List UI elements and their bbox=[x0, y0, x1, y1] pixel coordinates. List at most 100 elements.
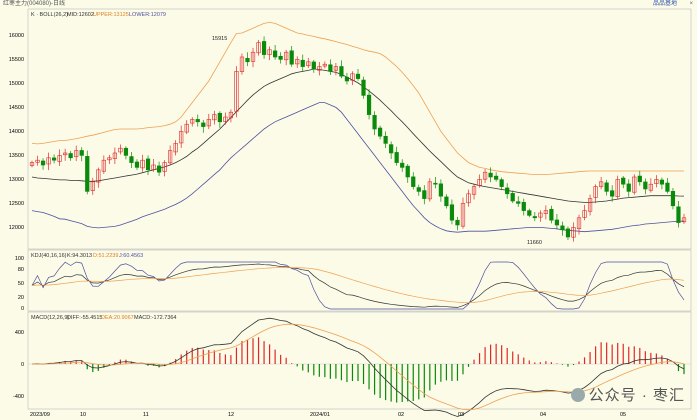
candle-body bbox=[289, 50, 294, 65]
low-annotation: 11660 bbox=[527, 240, 542, 246]
paw-icon bbox=[570, 388, 585, 402]
candle-body bbox=[637, 175, 642, 183]
right-link[interactable]: 品品基地 bbox=[652, 1, 677, 7]
candle-body bbox=[201, 122, 206, 127]
candle-body bbox=[604, 182, 609, 192]
candle-body bbox=[521, 201, 526, 211]
y-tick-15500: 15500 bbox=[9, 57, 24, 63]
candle-body bbox=[681, 217, 687, 223]
x-label-02: 02 bbox=[398, 412, 404, 418]
candle-body bbox=[444, 196, 449, 207]
candle-body bbox=[654, 179, 659, 184]
candle-body bbox=[333, 66, 338, 71]
candle-body bbox=[632, 176, 637, 193]
close-icon[interactable]: × bbox=[689, 1, 693, 7]
x-label-10: 10 bbox=[80, 412, 86, 418]
candle-body bbox=[278, 55, 283, 60]
candle-body bbox=[427, 181, 432, 200]
candle-body bbox=[626, 183, 631, 192]
candle-body bbox=[416, 187, 421, 192]
x-label-11: 11 bbox=[143, 412, 149, 418]
candle-body bbox=[648, 183, 653, 191]
candle-body bbox=[68, 153, 73, 159]
macd-tick--400: -400 bbox=[13, 394, 24, 400]
macd-tick-400: 400 bbox=[15, 330, 24, 336]
kdj-d-line bbox=[31, 267, 685, 304]
candle-body bbox=[217, 112, 222, 123]
y-tick-12500: 12500 bbox=[9, 201, 24, 207]
high-annotation: 15915 bbox=[212, 36, 227, 42]
candle-body bbox=[471, 186, 477, 195]
boll-legend-lower: LOWER:12079 bbox=[129, 12, 166, 18]
x-label-04: 04 bbox=[540, 412, 546, 418]
candle-body bbox=[527, 210, 532, 216]
candlesticks bbox=[29, 36, 687, 242]
candle-body bbox=[477, 179, 482, 186]
candle-body bbox=[140, 159, 145, 169]
kdj-legend-k: K:94.3013 bbox=[67, 253, 92, 259]
candle-body bbox=[118, 147, 123, 153]
candle-body bbox=[239, 56, 245, 72]
y-tick-13000: 13000 bbox=[9, 177, 24, 183]
watermark: 公众号 · 枣汇 bbox=[570, 384, 685, 405]
boll-legend-upper: UPPER:13125 bbox=[93, 12, 129, 18]
candle-body bbox=[571, 227, 576, 238]
candle-body bbox=[455, 219, 460, 226]
candle-body bbox=[90, 181, 95, 191]
candle-body bbox=[400, 162, 405, 168]
candle-body bbox=[295, 59, 300, 65]
macd-legend-macd: MACD:-172.7364 bbox=[134, 315, 177, 321]
candle-body bbox=[516, 201, 521, 204]
candle-body bbox=[587, 198, 593, 212]
y-tick-12000: 12000 bbox=[9, 225, 24, 231]
candle-body bbox=[576, 217, 582, 229]
candle-body bbox=[339, 66, 344, 77]
candle-body bbox=[212, 114, 217, 121]
watermark-text: 公众号 · 枣汇 bbox=[588, 387, 685, 404]
candle-body bbox=[173, 143, 178, 153]
x-label-03: 03 bbox=[458, 412, 464, 418]
candle-body bbox=[284, 51, 289, 61]
boll-panel-frame bbox=[27, 8, 692, 250]
candle-body bbox=[112, 152, 117, 159]
candle-body bbox=[206, 119, 211, 127]
candle-body bbox=[449, 204, 455, 221]
candle-body bbox=[538, 212, 543, 218]
candle-body bbox=[350, 73, 355, 81]
candle-body bbox=[63, 152, 68, 156]
macd-panel-frame bbox=[27, 311, 692, 410]
candle-body bbox=[394, 152, 399, 163]
candle-body bbox=[256, 42, 261, 54]
candle-body bbox=[306, 61, 311, 66]
candle-body bbox=[129, 156, 134, 163]
x-label-2024-01: 2024/01 bbox=[310, 412, 330, 418]
candle-body bbox=[96, 169, 101, 183]
candle-body bbox=[162, 162, 167, 172]
candle-body bbox=[46, 157, 51, 165]
candle-body bbox=[261, 41, 267, 55]
candle-body bbox=[273, 50, 278, 58]
candle-body bbox=[676, 206, 681, 223]
window-titlebar: 红枣主力(004080)-日线 品品基地 × bbox=[0, 0, 697, 9]
candle-body bbox=[322, 63, 327, 67]
candle-body bbox=[184, 123, 189, 133]
kdj-tick-50: 50 bbox=[18, 281, 24, 287]
candle-body bbox=[378, 127, 383, 137]
candle-body bbox=[549, 208, 554, 221]
candle-body bbox=[411, 176, 416, 187]
candle-body bbox=[190, 119, 195, 124]
candle-body bbox=[79, 150, 84, 156]
macd-tick-0: 0 bbox=[21, 362, 24, 368]
kdj-legend-name: KDJ(40,16,16) bbox=[31, 253, 67, 259]
kdj-lines bbox=[31, 261, 685, 310]
boll-legend-name: K · BOLL(26,2) bbox=[31, 12, 68, 18]
kdj-tick-80: 80 bbox=[18, 267, 24, 273]
macd-legend-diff: DIFF:-55.4515 bbox=[67, 315, 102, 321]
kdj-tick-100: 100 bbox=[15, 256, 24, 262]
macd-legend-dea: DEA:20.9067 bbox=[101, 315, 134, 321]
candle-body bbox=[532, 216, 537, 219]
candle-body bbox=[665, 182, 670, 192]
candle-body bbox=[565, 228, 571, 238]
candle-body bbox=[145, 158, 151, 171]
